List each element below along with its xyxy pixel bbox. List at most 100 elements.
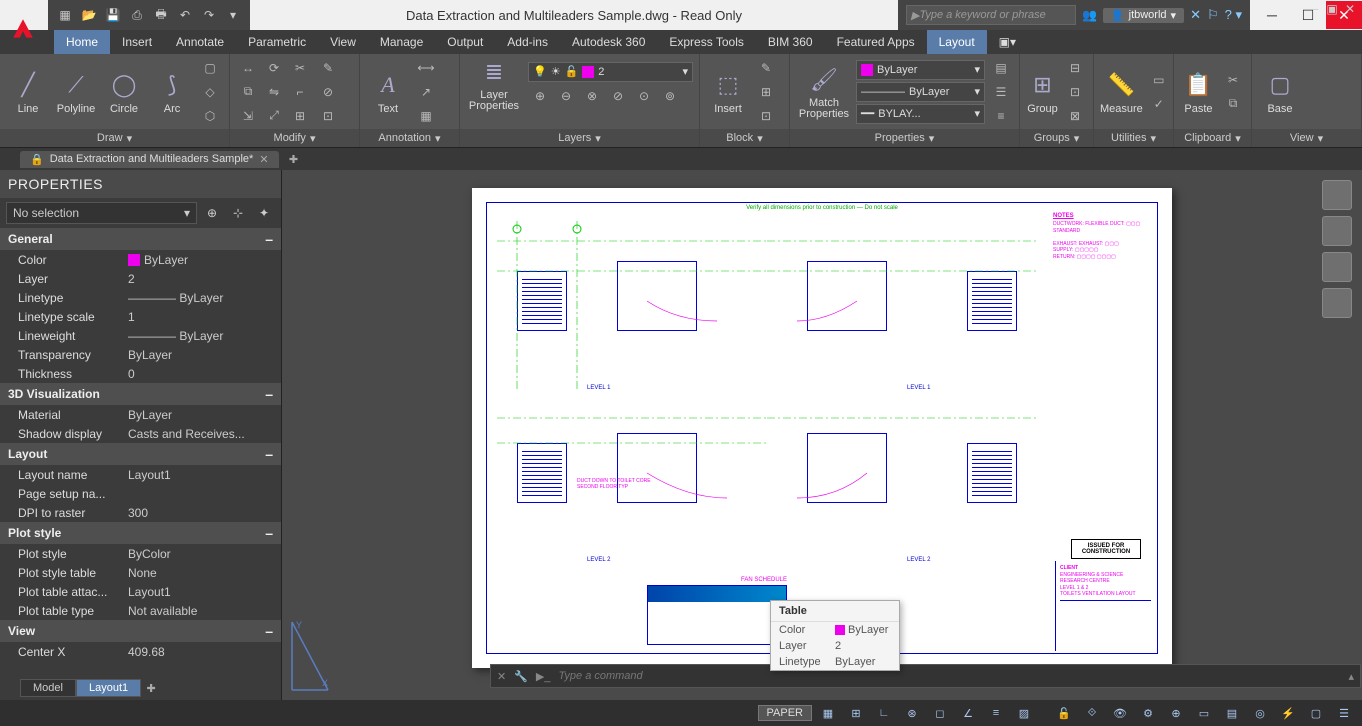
annotation-monitor-icon[interactable]: ⊕ [1164, 703, 1188, 723]
layer-tool-3[interactable]: ⊗ [580, 85, 604, 107]
polyline-button[interactable]: ⟋Polyline [54, 69, 98, 115]
property-section-header[interactable]: 3D Visualization– [0, 383, 281, 405]
color-selector[interactable]: ByLayer▾ [856, 60, 985, 80]
add-layout-button[interactable]: ✚ [141, 682, 161, 695]
annovisibility-icon[interactable]: 👁 [1108, 703, 1132, 723]
doc-min-icon[interactable]: ─ [1306, 2, 1322, 16]
prop-tool-1[interactable]: ▤ [989, 57, 1013, 79]
base-view-button[interactable]: ▢Base [1258, 69, 1302, 115]
layer-tool-4[interactable]: ⊘ [606, 85, 630, 107]
snap-toggle-icon[interactable]: ⊞ [844, 703, 868, 723]
help-search-input[interactable]: ▶ Type a keyword or phrase [906, 5, 1076, 25]
fillet-icon[interactable]: ⌐ [288, 81, 312, 103]
tab-output[interactable]: Output [435, 30, 495, 54]
modify-extra-2[interactable]: ⊘ [316, 81, 340, 103]
save-icon[interactable]: 💾 [102, 4, 124, 26]
ortho-toggle-icon[interactable]: ∟ [872, 703, 896, 723]
property-row[interactable]: Plot table typeNot available [0, 601, 281, 620]
property-row[interactable]: Linetype scale1 [0, 307, 281, 326]
linetype-selector[interactable]: ————ByLayer▾ [856, 82, 985, 102]
property-section-header[interactable]: Layout– [0, 443, 281, 465]
property-row[interactable]: Plot styleByColor [0, 544, 281, 563]
doc-close-icon[interactable]: ✕ [1342, 2, 1358, 16]
lineweight-toggle-icon[interactable]: ≡ [984, 703, 1008, 723]
signin-icon[interactable]: 👥 [1082, 8, 1097, 22]
layer-tool-1[interactable]: ⊕ [528, 85, 552, 107]
util-tool-1[interactable]: ▭ [1147, 69, 1171, 91]
block-tool-3[interactable]: ⊡ [754, 105, 778, 127]
pan-icon[interactable] [1322, 216, 1352, 246]
property-section-header[interactable]: General– [0, 228, 281, 250]
tab-view[interactable]: View [318, 30, 368, 54]
draw-small-1[interactable]: ▢ [198, 57, 222, 79]
lineweight-selector[interactable]: ━━BYLAY...▾ [856, 104, 985, 124]
help-icon[interactable]: ? ▾ [1225, 7, 1242, 23]
annotation-scale-icon[interactable]: 🔓 [1052, 703, 1076, 723]
tab-layout[interactable]: Layout [927, 30, 987, 54]
app-icon[interactable] [8, 14, 38, 44]
property-row[interactable]: Lineweight———— ByLayer [0, 326, 281, 345]
pickadd-icon[interactable]: ✦ [253, 202, 275, 224]
insert-block-button[interactable]: ⬚Insert [706, 69, 750, 115]
qat-dropdown-icon[interactable]: ▾ [222, 4, 244, 26]
property-row[interactable]: Linetype———— ByLayer [0, 288, 281, 307]
property-row[interactable]: Plot table attac...Layout1 [0, 582, 281, 601]
open-icon[interactable]: 📂 [78, 4, 100, 26]
redo-icon[interactable]: ↷ [198, 4, 220, 26]
tab-autodesk360[interactable]: Autodesk 360 [560, 30, 657, 54]
doc-max-icon[interactable]: ▣ [1324, 2, 1340, 16]
customize-status-icon[interactable]: ☰ [1332, 703, 1356, 723]
cut-icon[interactable]: ✂ [1221, 69, 1245, 91]
line-button[interactable]: ╱Line [6, 69, 50, 115]
leader-icon[interactable]: ↗ [414, 81, 438, 103]
tab-insert[interactable]: Insert [110, 30, 164, 54]
file-tab-close-icon[interactable]: ✕ [259, 153, 268, 166]
property-row[interactable]: DPI to raster300 [0, 503, 281, 522]
quickselect-icon[interactable]: ⊕ [201, 202, 223, 224]
property-row[interactable]: Shadow displayCasts and Receives... [0, 424, 281, 443]
orbit-icon[interactable] [1322, 288, 1352, 318]
osnap-toggle-icon[interactable]: ◻ [928, 703, 952, 723]
user-menu[interactable]: 👤jtbworld▾ [1103, 8, 1184, 23]
mirror-icon[interactable]: ⇋ [262, 81, 286, 103]
stretch-icon[interactable]: ⇲ [236, 105, 260, 127]
layer-selector[interactable]: 💡☀🔓 2 ▾ [528, 62, 693, 82]
table-icon[interactable]: ▦ [414, 105, 438, 127]
property-row[interactable]: Layer2 [0, 269, 281, 288]
tab-expresstools[interactable]: Express Tools [657, 30, 755, 54]
paste-button[interactable]: 📋Paste [1180, 69, 1217, 115]
annoscale-icon[interactable]: ⟐ [1080, 703, 1104, 723]
model-paper-toggle[interactable]: PAPER [758, 705, 812, 721]
tab-addins[interactable]: Add-ins [495, 30, 560, 54]
layout1-tab[interactable]: Layout1 [76, 679, 141, 697]
property-row[interactable]: Center X409.68 [0, 642, 281, 661]
tab-featuredapps[interactable]: Featured Apps [825, 30, 927, 54]
zoom-extents-icon[interactable] [1322, 252, 1352, 282]
scale-icon[interactable]: ⤢ [262, 105, 286, 127]
properties-object-selector[interactable]: No selection▾ [6, 202, 197, 224]
cmd-close-icon[interactable]: ✕ [497, 670, 506, 683]
transparency-toggle-icon[interactable]: ▨ [1012, 703, 1036, 723]
otrack-toggle-icon[interactable]: ∠ [956, 703, 980, 723]
cleanscreen-icon[interactable]: ▢ [1304, 703, 1328, 723]
draw-small-2[interactable]: ◇ [198, 81, 222, 103]
stayconnected-icon[interactable]: ⚐ [1207, 7, 1219, 23]
text-button[interactable]: AText [366, 69, 410, 115]
layer-tool-5[interactable]: ⊙ [632, 85, 656, 107]
exchange-icon[interactable]: ✕ [1190, 7, 1201, 23]
workspace-icon[interactable]: ⚙ [1136, 703, 1160, 723]
isolate-icon[interactable]: ◎ [1248, 703, 1272, 723]
property-row[interactable]: Plot style tableNone [0, 563, 281, 582]
command-line[interactable]: ✕ 🔧 ▶_ Type a command ▴ [490, 664, 1361, 688]
file-tab-add-button[interactable]: ✚ [285, 153, 303, 166]
group-tool-3[interactable]: ⊠ [1063, 105, 1087, 127]
group-tool-1[interactable]: ⊟ [1063, 57, 1087, 79]
property-section-header[interactable]: View– [0, 620, 281, 642]
property-row[interactable]: Page setup na... [0, 484, 281, 503]
property-row[interactable]: TransparencyByLayer [0, 345, 281, 364]
plot-icon[interactable]: 🖶 [150, 4, 172, 26]
array-icon[interactable]: ⊞ [288, 105, 312, 127]
model-tab[interactable]: Model [20, 679, 76, 697]
file-tab[interactable]: 🔒 Data Extraction and Multileaders Sampl… [20, 151, 279, 168]
rotate-icon[interactable]: ⟳ [262, 57, 286, 79]
